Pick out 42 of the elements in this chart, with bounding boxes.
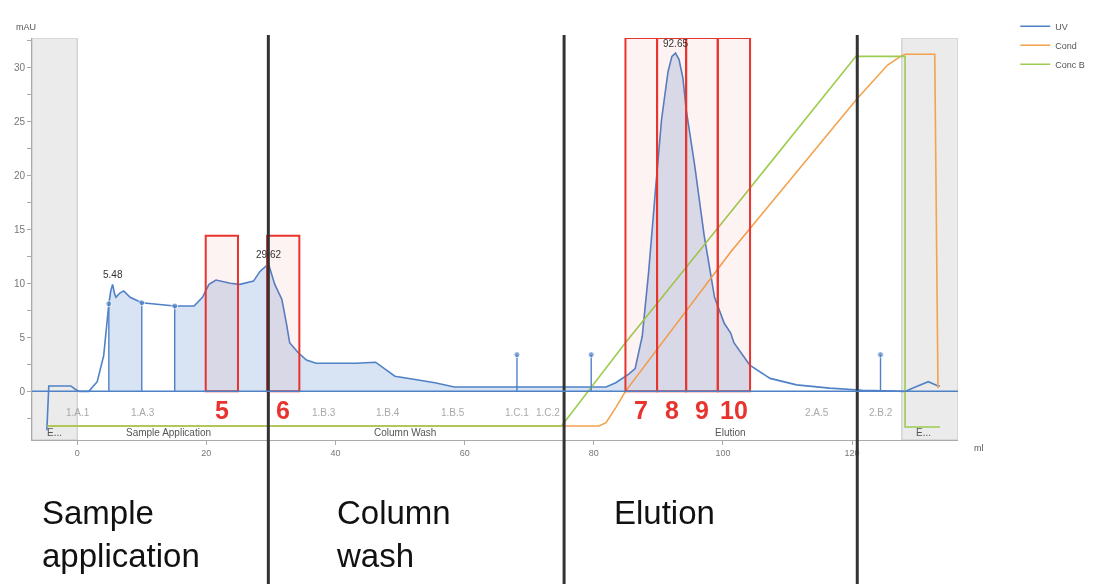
legend-label: Cond — [1055, 40, 1077, 51]
x-tick-label: 100 — [715, 447, 731, 458]
x-tick-label: 0 — [74, 447, 80, 458]
y-tick-label: 0 — [19, 385, 26, 397]
text: Elution — [614, 494, 715, 531]
x-tick-label: 40 — [330, 447, 341, 458]
annotation: 1.B.3 — [312, 407, 336, 418]
band-label: 5 — [215, 396, 229, 424]
annotation: 2.A.5 — [805, 407, 829, 418]
band-label: 10 — [720, 396, 748, 424]
x-tick-label: 20 — [201, 447, 212, 458]
band-label: 8 — [665, 396, 679, 424]
annotation: E... — [916, 427, 932, 438]
legend-label: UV — [1055, 21, 1068, 32]
text: Column wash — [336, 494, 451, 574]
annotation: Sample Application — [126, 427, 212, 438]
annotation: 5.48 — [103, 269, 123, 280]
annotation: 1.B.4 — [376, 407, 400, 418]
annotation: 1.C.1 — [505, 407, 530, 418]
y-axis-title: mAU — [16, 22, 36, 32]
annotation: 1.A.3 — [131, 407, 155, 418]
y-tick-label: 15 — [13, 223, 26, 235]
y-tick-label: 10 — [13, 277, 26, 289]
annotation: Column Wash — [374, 427, 437, 438]
band-label: 9 — [695, 396, 709, 424]
y-tick-label: 25 — [13, 115, 26, 127]
x-axis-title: ml — [974, 443, 984, 453]
x-tick-label: 60 — [459, 447, 470, 458]
annotation: 1.C.2 — [536, 407, 561, 418]
annotation: 1.B.5 — [441, 407, 465, 418]
annotation: Elution — [715, 427, 746, 438]
text: Sample application — [42, 494, 200, 574]
y-tick-label: 20 — [13, 169, 26, 181]
band-label: 6 — [276, 396, 290, 424]
y-tick-label: 5 — [19, 331, 26, 343]
legend-label: Conc B — [1055, 59, 1085, 70]
annotation: 1.A.1 — [66, 407, 90, 418]
annotation: E... — [47, 427, 63, 438]
x-tick-label: 80 — [588, 447, 599, 458]
band-label: 7 — [634, 396, 648, 424]
y-tick-label: 30 — [13, 61, 26, 73]
annotation: 2.B.2 — [869, 407, 893, 418]
